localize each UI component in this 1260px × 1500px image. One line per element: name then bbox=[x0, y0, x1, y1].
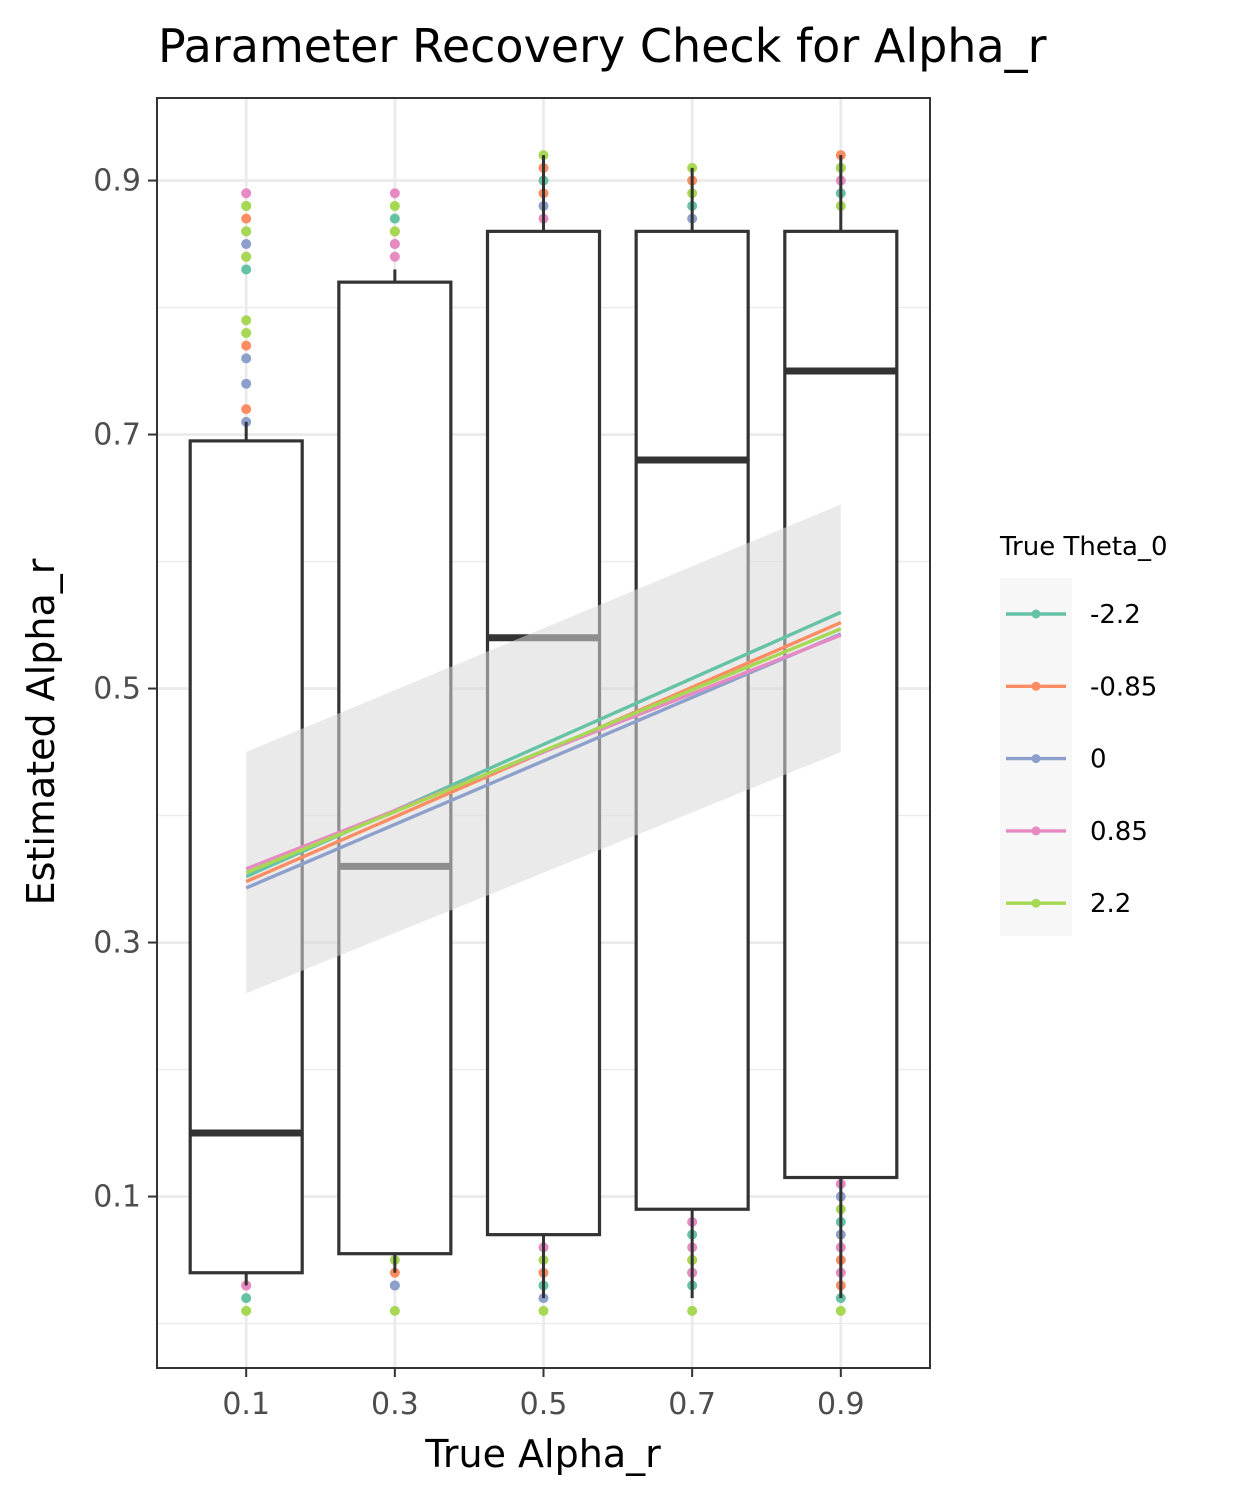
x-tick-label: 0.1 bbox=[222, 1387, 270, 1422]
data-point bbox=[241, 340, 252, 351]
data-point bbox=[241, 1305, 252, 1316]
data-point bbox=[241, 378, 252, 389]
legend-key-point bbox=[1031, 754, 1041, 764]
data-point bbox=[389, 200, 400, 211]
data-point bbox=[241, 213, 252, 224]
x-tick-label: 0.3 bbox=[371, 1387, 419, 1422]
x-axis-title: True Alpha_r bbox=[424, 1432, 661, 1476]
data-point bbox=[389, 213, 400, 224]
legend-key-point bbox=[1031, 826, 1041, 836]
legend-entry-label: -0.85 bbox=[1090, 672, 1157, 702]
data-point bbox=[241, 353, 252, 364]
data-point bbox=[687, 1305, 698, 1316]
data-point bbox=[241, 404, 252, 415]
legend-entry-label: 0 bbox=[1090, 745, 1107, 775]
regression-line bbox=[245, 627, 842, 875]
legend: True Theta_0 -2.2 -0.85 0 0.85 2.2 bbox=[999, 532, 1168, 936]
regression-line bbox=[245, 632, 842, 890]
y-tick-label: 0.7 bbox=[93, 418, 141, 453]
data-point bbox=[241, 1293, 252, 1304]
data-point bbox=[241, 251, 252, 262]
y-tick-label: 0.3 bbox=[93, 926, 141, 961]
y-tick-label: 0.1 bbox=[93, 1180, 141, 1215]
legend-entry-label: 2.2 bbox=[1090, 889, 1131, 919]
legend-key-point bbox=[1031, 898, 1041, 908]
data-point bbox=[389, 251, 400, 262]
y-axis-title: Estimated Alpha_r bbox=[19, 558, 63, 905]
data-point bbox=[389, 1305, 400, 1316]
data-point bbox=[389, 1280, 400, 1291]
y-tick-label: 0.9 bbox=[93, 164, 141, 199]
data-point bbox=[835, 1305, 846, 1316]
legend-key-point bbox=[1031, 681, 1041, 691]
data-point bbox=[538, 1305, 549, 1316]
data-point bbox=[389, 239, 400, 250]
data-point bbox=[241, 226, 252, 237]
data-point bbox=[241, 327, 252, 338]
plot-area: 0.1 0.3 0.5 0.7 0.9 0.1 0.3 0.5 0.7 0.9 bbox=[93, 97, 931, 1422]
data-point bbox=[241, 200, 252, 211]
legend-entry-label: 0.85 bbox=[1090, 817, 1148, 847]
data-point bbox=[389, 188, 400, 199]
legend-key-point bbox=[1031, 609, 1041, 619]
x-tick-label: 0.7 bbox=[668, 1387, 716, 1422]
chart-title: Parameter Recovery Check for Alpha_r bbox=[158, 19, 1047, 73]
legend-entry-label: -2.2 bbox=[1090, 600, 1141, 630]
data-point bbox=[389, 226, 400, 237]
data-point bbox=[241, 315, 252, 326]
x-tick-label: 0.5 bbox=[520, 1387, 568, 1422]
data-point bbox=[241, 264, 252, 275]
data-point bbox=[241, 188, 252, 199]
confidence-ribbon bbox=[246, 504, 841, 994]
x-tick-label: 0.9 bbox=[817, 1387, 865, 1422]
data-point bbox=[241, 239, 252, 250]
legend-title: True Theta_0 bbox=[999, 532, 1168, 562]
y-tick-label: 0.5 bbox=[93, 672, 141, 707]
